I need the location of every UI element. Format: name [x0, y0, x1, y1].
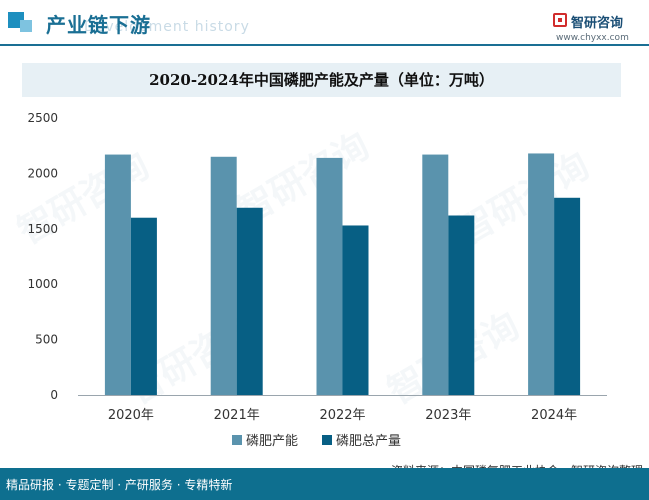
brand-name: 智研咨询: [571, 16, 624, 31]
y-tick-label: 1000: [27, 277, 58, 291]
legend-swatch-output: [322, 435, 332, 445]
chart-title-band: 2020-2024年中国磷肥产能及产量（单位：万吨）: [22, 63, 621, 97]
brand-logo-icon: [553, 13, 567, 27]
bar-output: [448, 215, 475, 395]
bar-capacity: [210, 156, 237, 395]
x-tick-label: 2020年: [108, 408, 154, 423]
bar-capacity: [316, 157, 343, 395]
y-tick-label: 2500: [27, 111, 58, 125]
brand-url: www.chyxx.com: [556, 33, 629, 43]
page-footer: 精品研报 · 专题定制 · 产研服务 · 专精特新: [0, 468, 649, 500]
section-subtitle: Development history: [84, 19, 250, 35]
y-tick-label: 0: [50, 388, 58, 402]
x-tick-label: 2021年: [214, 408, 260, 423]
bar-capacity: [422, 154, 449, 395]
legend-label-output: 磷肥总产量: [336, 434, 401, 449]
bar-capacity: [528, 153, 555, 395]
footer-tags: 精品研报 · 专题定制 · 产研服务 · 专精特新: [6, 478, 233, 492]
legend-swatch-capacity: [232, 435, 242, 445]
legend-label-capacity: 磷肥产能: [246, 434, 298, 449]
x-tick-label: 2023年: [425, 408, 471, 423]
y-tick-label: 2000: [27, 166, 58, 180]
x-tick-label: 2024年: [531, 408, 577, 423]
header-divider: [0, 44, 649, 46]
bar-output: [554, 197, 581, 395]
y-tick-label: 500: [35, 333, 58, 347]
chart-title: 2020-2024年中国磷肥产能及产量（单位：万吨）: [149, 71, 494, 89]
section-marker-icon-accent: [20, 20, 32, 32]
section-title: 产业链下游: [46, 13, 151, 37]
x-tick-label: 2022年: [319, 408, 365, 423]
bar-capacity: [104, 154, 131, 395]
bar-output: [236, 207, 263, 395]
bar-output: [130, 217, 157, 395]
bar-output: [342, 225, 369, 395]
y-tick-label: 1500: [27, 222, 58, 236]
page-header: Development history 产业链下游 智研咨询 www.chyxx…: [0, 0, 649, 46]
